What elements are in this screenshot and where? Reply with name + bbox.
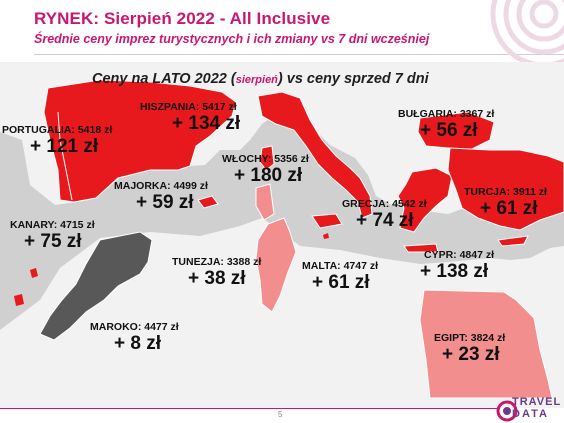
destination-price: HISZPANIA: 5417 zł bbox=[140, 101, 237, 113]
destination-label-egipt: EGIPT: 3824 zł + 23 zł bbox=[434, 332, 505, 366]
logo-icon bbox=[496, 400, 518, 422]
destination-change: + 8 zł bbox=[114, 333, 161, 354]
map-title-suffix: ) vs ceny sprzed 7 dni bbox=[277, 71, 429, 87]
header-divider bbox=[34, 54, 564, 55]
destination-label-wlochy: WŁOCHY: 5356 zł + 180 zł bbox=[222, 153, 309, 187]
destination-change: + 74 zł bbox=[356, 210, 414, 231]
destination-label-malta: MALTA: 4747 zł + 61 zł bbox=[302, 260, 378, 294]
page-number: 5 bbox=[278, 410, 283, 419]
mediterranean-map bbox=[0, 62, 564, 408]
destination-change: + 121 zł bbox=[30, 136, 99, 157]
destination-price: GRECJA: 4542 zł bbox=[342, 198, 427, 210]
destination-change: + 134 zł bbox=[172, 113, 241, 134]
logo-line-1: TRAVEL bbox=[512, 396, 562, 408]
destination-price: EGIPT: 3824 zł bbox=[434, 332, 506, 344]
slide-title: RYNEK: Sierpień 2022 - All Inclusive bbox=[34, 9, 331, 28]
destination-price: KANARY: 4715 zł bbox=[10, 219, 95, 231]
slide-header: RYNEK: Sierpień 2022 - All Inclusive Śre… bbox=[0, 0, 564, 60]
destination-price: MAJORKA: 4499 zł bbox=[114, 180, 208, 192]
destination-price: PORTUGALIA: 5418 zł bbox=[2, 124, 113, 136]
destination-price: MALTA: 4747 zł bbox=[302, 260, 379, 272]
destination-change: + 23 zł bbox=[442, 344, 500, 365]
slide-subtitle: Średnie ceny imprez turystycznych i ich … bbox=[34, 32, 430, 46]
map-title: Ceny na LATO 2022 (sierpień) vs ceny spr… bbox=[92, 71, 429, 87]
destination-label-cypr: CYPR: 4847 zł + 138 zł bbox=[420, 249, 495, 283]
destination-change: + 138 zł bbox=[420, 261, 489, 282]
destination-change: + 56 zł bbox=[420, 120, 478, 141]
destination-price: WŁOCHY: 5356 zł bbox=[222, 153, 309, 165]
destination-change: + 59 zł bbox=[136, 192, 194, 213]
destination-change: + 61 zł bbox=[312, 272, 370, 293]
map-title-prefix: Ceny na LATO 2022 ( bbox=[92, 71, 236, 87]
destination-price: CYPR: 4847 zł bbox=[424, 249, 495, 261]
logo-line-2: DATA bbox=[512, 408, 549, 420]
destination-label-bulgaria: BUŁGARIA: 3367 zł + 56 zł bbox=[398, 108, 494, 142]
map-title-month: sierpień bbox=[235, 74, 278, 86]
destination-label-tunezja: TUNEZJA: 3388 zł + 38 zł bbox=[172, 256, 261, 290]
destination-change: + 75 zł bbox=[24, 231, 82, 252]
destination-price: MAROKO: 4477 zł bbox=[90, 321, 179, 333]
footer-divider bbox=[0, 408, 500, 409]
destination-label-turcja: TURCJA: 3911 zł + 61 zł bbox=[464, 186, 547, 220]
decorative-rings-graphic bbox=[490, 0, 564, 62]
destination-change: + 38 zł bbox=[188, 268, 246, 289]
destination-label-kanary: KANARY: 4715 zł + 75 zł bbox=[10, 219, 95, 253]
destination-label-maroko: MAROKO: 4477 zł + 8 zł bbox=[90, 321, 179, 355]
destination-label-majorka: MAJORKA: 4499 zł + 59 zł bbox=[114, 180, 208, 214]
destination-price: TURCJA: 3911 zł bbox=[464, 186, 547, 198]
destination-change: + 180 zł bbox=[234, 165, 303, 186]
destination-label-grecja: GRECJA: 4542 zł + 74 zł bbox=[342, 198, 427, 232]
destination-price: TUNEZJA: 3388 zł bbox=[172, 256, 262, 268]
destination-change: + 61 zł bbox=[480, 198, 538, 219]
destination-label-hiszpania: HISZPANIA: 5417 zł + 134 zł bbox=[140, 101, 240, 135]
destination-price: BUŁGARIA: 3367 zł bbox=[398, 108, 495, 120]
destination-label-portugalia: PORTUGALIA: 5418 zł + 121 zł bbox=[2, 124, 112, 158]
travel-data-logo: TRAVEL DATA bbox=[496, 394, 564, 423]
